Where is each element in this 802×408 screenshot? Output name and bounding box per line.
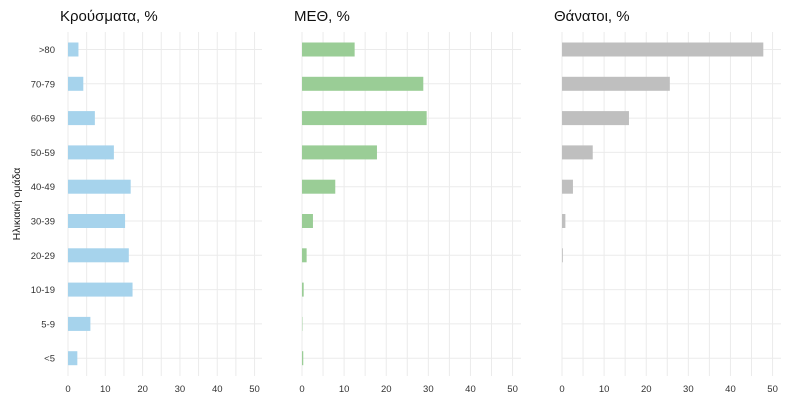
x-tick-label: 10	[599, 384, 610, 395]
bar	[68, 351, 78, 366]
bar	[302, 76, 424, 91]
panel-title: Θάνατοι, %	[554, 8, 630, 25]
panel-1: Κρούσματα, % 0 10 20 30 40 50	[60, 8, 262, 395]
x-tick-label: 10	[100, 384, 111, 395]
x-tick-label: 30	[175, 384, 186, 395]
category-label: <5	[44, 354, 55, 365]
category-label: 40-49	[31, 182, 55, 193]
bar	[562, 42, 764, 57]
bar	[68, 282, 133, 297]
bar	[68, 214, 126, 228]
x-tick-label: 30	[683, 384, 694, 395]
bar	[68, 111, 95, 126]
bar	[68, 248, 129, 263]
bar	[302, 214, 313, 228]
x-tick-label: 0	[559, 384, 564, 395]
bar	[562, 76, 670, 91]
x-tick-label: 20	[381, 384, 392, 395]
bar	[68, 179, 131, 194]
y-axis-title: Ηλικιακή ομάδα	[11, 168, 23, 241]
x-tick-label: 50	[249, 384, 260, 395]
x-tick-label: 30	[423, 384, 434, 395]
x-tick-label: 20	[641, 384, 652, 395]
x-tick-label: 10	[339, 384, 350, 395]
x-tick-label: 0	[299, 384, 304, 395]
category-label: 5-9	[41, 319, 55, 330]
bar	[562, 214, 566, 228]
x-tick-label: 50	[767, 384, 778, 395]
category-label: 60-69	[31, 114, 55, 125]
category-label: 70-79	[31, 79, 55, 90]
bar	[302, 179, 336, 194]
panel-title: ΜΕΘ, %	[294, 8, 350, 25]
bar	[68, 145, 114, 160]
bar	[302, 145, 377, 160]
x-tick-label: 20	[137, 384, 148, 395]
bar	[562, 248, 563, 263]
panel-3: Θάνατοι, % 0 10 20 30 40 50	[554, 8, 781, 395]
bar	[68, 316, 91, 331]
category-label: 30-39	[31, 217, 55, 228]
bar	[302, 351, 304, 366]
bar	[68, 76, 84, 91]
category-label: 20-29	[31, 251, 55, 262]
panel-2: ΜΕΘ, % 0 10 20 30 40 50	[294, 8, 521, 395]
bar	[302, 111, 427, 126]
x-tick-label: 50	[507, 384, 518, 395]
x-tick-label: 40	[465, 384, 476, 395]
x-tick-label: 0	[65, 384, 70, 395]
category-label: 50-59	[31, 148, 55, 159]
category-label: >80	[39, 45, 55, 56]
x-tick-label: 40	[212, 384, 223, 395]
bar	[562, 111, 629, 126]
bar	[562, 145, 593, 160]
panel-title: Κρούσματα, %	[60, 8, 158, 25]
bar	[562, 179, 573, 194]
x-tick-label: 40	[725, 384, 736, 395]
category-label: 10-19	[31, 285, 55, 296]
bar	[302, 42, 355, 57]
bar	[68, 42, 79, 57]
bar	[302, 282, 304, 297]
bar	[302, 248, 307, 263]
